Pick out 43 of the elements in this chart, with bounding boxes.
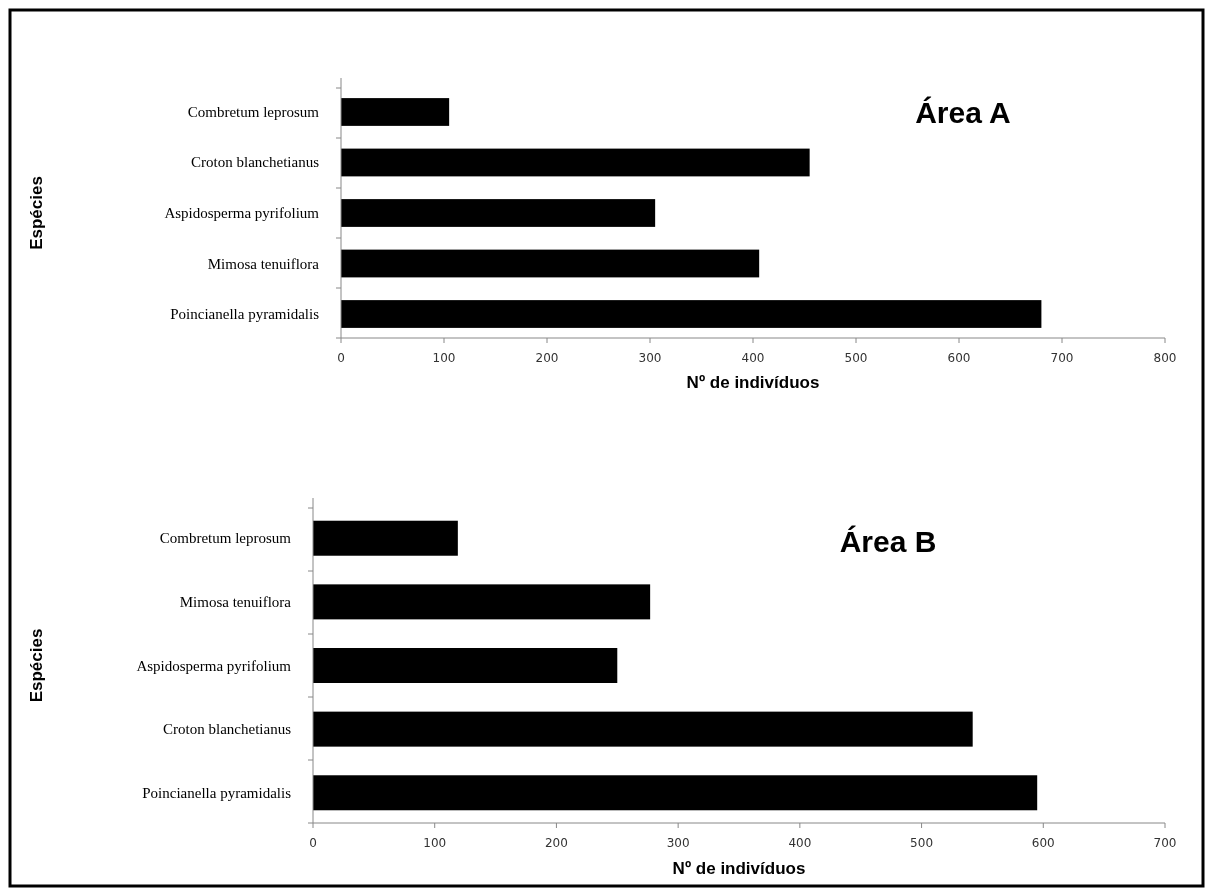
y-tick-label: Combretum leprosum [159, 530, 292, 547]
bar [313, 520, 458, 556]
y-tick-label: Mimosa tenuiflora [179, 593, 292, 610]
bar [313, 648, 618, 683]
y-tick-label: Aspidosperma pyrifolium [164, 205, 320, 221]
x-tick-label: 500 [910, 836, 934, 850]
bar [341, 98, 450, 126]
x-tick-label: 100 [432, 351, 456, 365]
x-tick-label: 0 [337, 351, 345, 365]
bar [341, 249, 760, 278]
y-tick-label: Croton blanchetianus [163, 721, 292, 738]
y-tick-label: Mimosa tenuiflora [207, 255, 320, 272]
y-axis-title: Espécies [27, 628, 47, 703]
bar [313, 711, 973, 747]
x-tick-label: 500 [844, 351, 868, 365]
x-tick-label: 800 [1153, 351, 1177, 365]
y-tick-label: Combretum leprosum [187, 103, 320, 120]
x-tick-label: 200 [535, 351, 559, 365]
x-tick-label: 600 [1031, 836, 1055, 850]
x-tick-label: 700 [1050, 351, 1074, 365]
text: Área B [839, 524, 937, 558]
y-axis-title: Espécies [27, 176, 47, 250]
x-tick-label: 600 [947, 351, 971, 365]
y-tick-label: Poincianella pyramidalis [170, 306, 320, 323]
x-axis-title: Nº de indivíduos [672, 859, 806, 878]
x-tick-label: 400 [741, 351, 765, 365]
bar [313, 775, 1038, 811]
x-tick-label: 400 [788, 836, 812, 850]
bar [341, 148, 810, 177]
x-axis-title: Nº de indivíduos [686, 373, 820, 392]
bar [313, 584, 651, 620]
y-tick-label: Aspidosperma pyrifolium [136, 657, 292, 674]
bar [341, 300, 1042, 328]
x-tick-label: 300 [638, 351, 662, 365]
x-tick-label: 300 [666, 836, 690, 850]
x-tick-label: 0 [309, 836, 317, 850]
text: Área A [915, 95, 1011, 129]
x-tick-label: 700 [1153, 836, 1177, 850]
x-tick-label: 200 [544, 836, 568, 850]
y-tick-label: Poincianella pyramidalis [142, 784, 292, 801]
x-tick-label: 100 [423, 836, 447, 850]
y-tick-label: Croton blanchetianus [191, 154, 320, 171]
bar [341, 199, 656, 227]
